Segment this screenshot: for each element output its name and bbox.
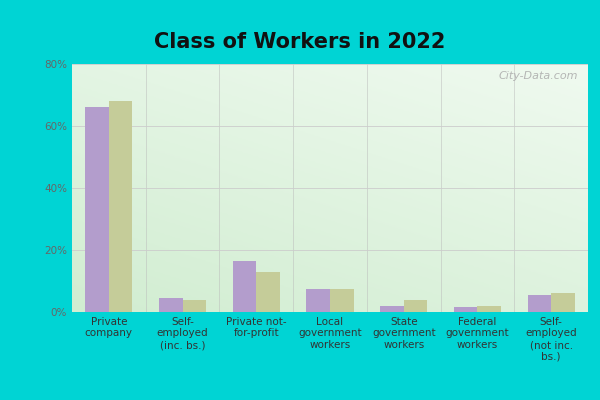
Bar bbox=[551, 294, 575, 312]
Bar bbox=[380, 306, 404, 312]
Bar bbox=[109, 101, 133, 312]
Bar bbox=[307, 289, 330, 312]
Bar bbox=[478, 306, 501, 312]
Bar bbox=[454, 307, 478, 312]
Bar bbox=[527, 295, 551, 312]
Bar bbox=[159, 298, 182, 312]
Bar bbox=[404, 300, 427, 312]
Bar bbox=[256, 272, 280, 312]
Text: City-Data.com: City-Data.com bbox=[498, 72, 578, 82]
Bar bbox=[330, 289, 353, 312]
Bar bbox=[233, 261, 256, 312]
Bar bbox=[85, 107, 109, 312]
Text: Class of Workers in 2022: Class of Workers in 2022 bbox=[154, 32, 446, 52]
Bar bbox=[182, 300, 206, 312]
